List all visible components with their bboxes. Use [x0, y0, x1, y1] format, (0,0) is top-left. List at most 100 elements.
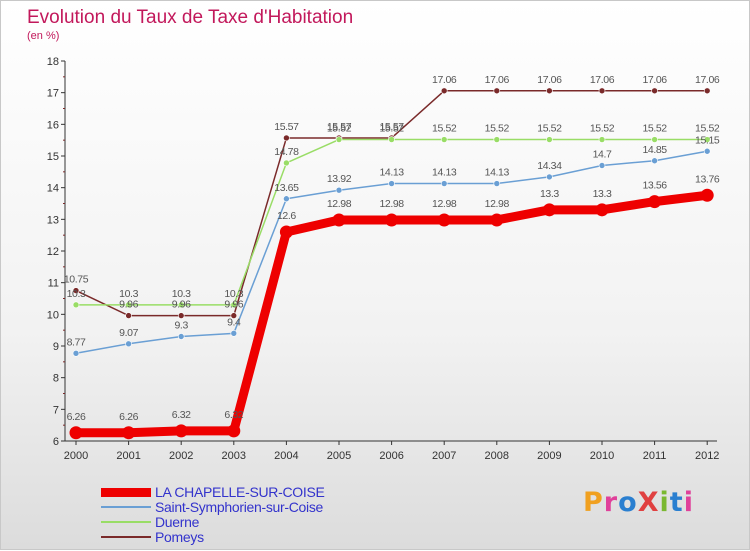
data-label: 10.3: [119, 288, 138, 300]
data-point: [72, 301, 80, 309]
x-tick-label: 2002: [169, 450, 193, 462]
series-line-0: [76, 190, 708, 438]
data-point: [122, 426, 136, 440]
x-tick-label: 2001: [116, 450, 140, 462]
data-label: 13.3: [593, 188, 612, 200]
data-point: [177, 333, 185, 340]
chart-title: Evolution du Taux de Taxe d'Habitation: [27, 7, 354, 28]
x-tick-label: 2007: [432, 450, 456, 462]
y-tick-label: 10: [47, 309, 59, 321]
data-label: 9.4: [227, 316, 241, 328]
legend-swatch: [101, 506, 151, 508]
data-point: [493, 180, 501, 187]
data-label: 15.52: [537, 123, 562, 135]
logo-letter: o: [618, 487, 638, 518]
data-label: 6.32: [224, 409, 243, 421]
x-tick-label: 2006: [379, 450, 403, 462]
data-label: 6.32: [172, 409, 191, 421]
y-tick-label: 9: [53, 341, 59, 353]
data-point: [388, 180, 395, 187]
data-label: 14.7: [593, 149, 612, 161]
y-tick-label: 13: [47, 214, 59, 226]
data-label: 17.06: [590, 74, 615, 86]
data-label: 6.26: [119, 411, 138, 423]
data-point: [283, 159, 290, 167]
data-label: 14.85: [642, 144, 667, 156]
legend-swatch: [101, 536, 151, 538]
data-point: [69, 426, 83, 440]
legend-label: LA CHAPELLE-SUR-COISE: [155, 484, 325, 500]
data-point: [385, 213, 399, 227]
data-point: [125, 301, 132, 309]
data-point: [72, 349, 80, 357]
x-tick-label: 2000: [64, 450, 88, 462]
data-label: 10.75: [64, 274, 89, 286]
data-label: 17.06: [642, 74, 667, 86]
data-point: [279, 225, 293, 239]
chart-subtitle: (en %): [27, 30, 60, 42]
data-point: [335, 136, 343, 143]
x-tick-label: 2011: [643, 450, 667, 462]
data-point: [174, 424, 188, 438]
data-point: [230, 301, 238, 309]
data-point: [651, 87, 658, 95]
data-label: 13.76: [695, 173, 720, 185]
data-label: 12.98: [432, 198, 457, 210]
data-label: 9.96: [172, 299, 191, 311]
legend-swatch: [101, 521, 151, 523]
data-label: 17.06: [432, 74, 457, 86]
legend-label: Pomeys: [155, 529, 204, 545]
y-tick-label: 15: [47, 151, 59, 163]
data-point: [493, 87, 501, 95]
logo-letter: i: [659, 487, 670, 518]
y-tick-label: 17: [47, 88, 59, 100]
x-tick-label: 2004: [274, 450, 298, 462]
data-point: [125, 340, 132, 348]
data-point: [437, 213, 451, 227]
y-tick-label: 7: [53, 404, 59, 416]
data-point: [440, 136, 448, 143]
data-point: [598, 136, 606, 143]
data-label: 15.52: [642, 123, 667, 135]
data-point: [283, 195, 290, 203]
data-label: 10.3: [67, 288, 86, 300]
data-label: 15.15: [695, 134, 720, 146]
data-label: 15.52: [485, 123, 510, 135]
data-label: 14.13: [379, 167, 404, 179]
data-label: 9.96: [224, 299, 243, 311]
logo-letter: P: [583, 487, 604, 518]
data-point: [651, 157, 658, 165]
data-point: [546, 87, 553, 95]
data-label: 13.65: [274, 182, 299, 194]
data-label: 9.07: [119, 327, 138, 339]
data-point: [388, 136, 395, 143]
logo-letter: i: [683, 487, 694, 518]
data-label: 15.57: [327, 121, 352, 133]
x-tick-label: 2008: [485, 450, 509, 462]
data-label: 15.52: [695, 123, 720, 135]
data-label: 15.52: [379, 123, 404, 135]
data-label: 14.78: [274, 146, 299, 158]
y-tick-label: 11: [48, 278, 59, 290]
data-label: 14.34: [537, 160, 562, 172]
x-tick-label: 2012: [695, 450, 719, 462]
data-point: [230, 312, 238, 319]
x-tick-label: 2003: [222, 450, 246, 462]
data-point: [598, 162, 606, 169]
data-point: [493, 136, 501, 143]
logo-letter: t: [669, 487, 684, 518]
data-point: [546, 136, 553, 143]
legend-label: Saint-Symphorien-sur-Coise: [155, 499, 324, 515]
data-point: [230, 330, 238, 337]
data-label: 9.3: [174, 320, 188, 332]
proxiti-logo: ProXiti: [583, 487, 694, 518]
data-label: 13.3: [540, 188, 559, 200]
data-label: 13.92: [327, 173, 352, 185]
data-label: 17.06: [695, 74, 720, 86]
data-point: [335, 186, 343, 194]
y-tick-label: 14: [47, 183, 59, 195]
data-label: 12.98: [379, 198, 404, 210]
y-tick-label: 6: [53, 436, 59, 448]
